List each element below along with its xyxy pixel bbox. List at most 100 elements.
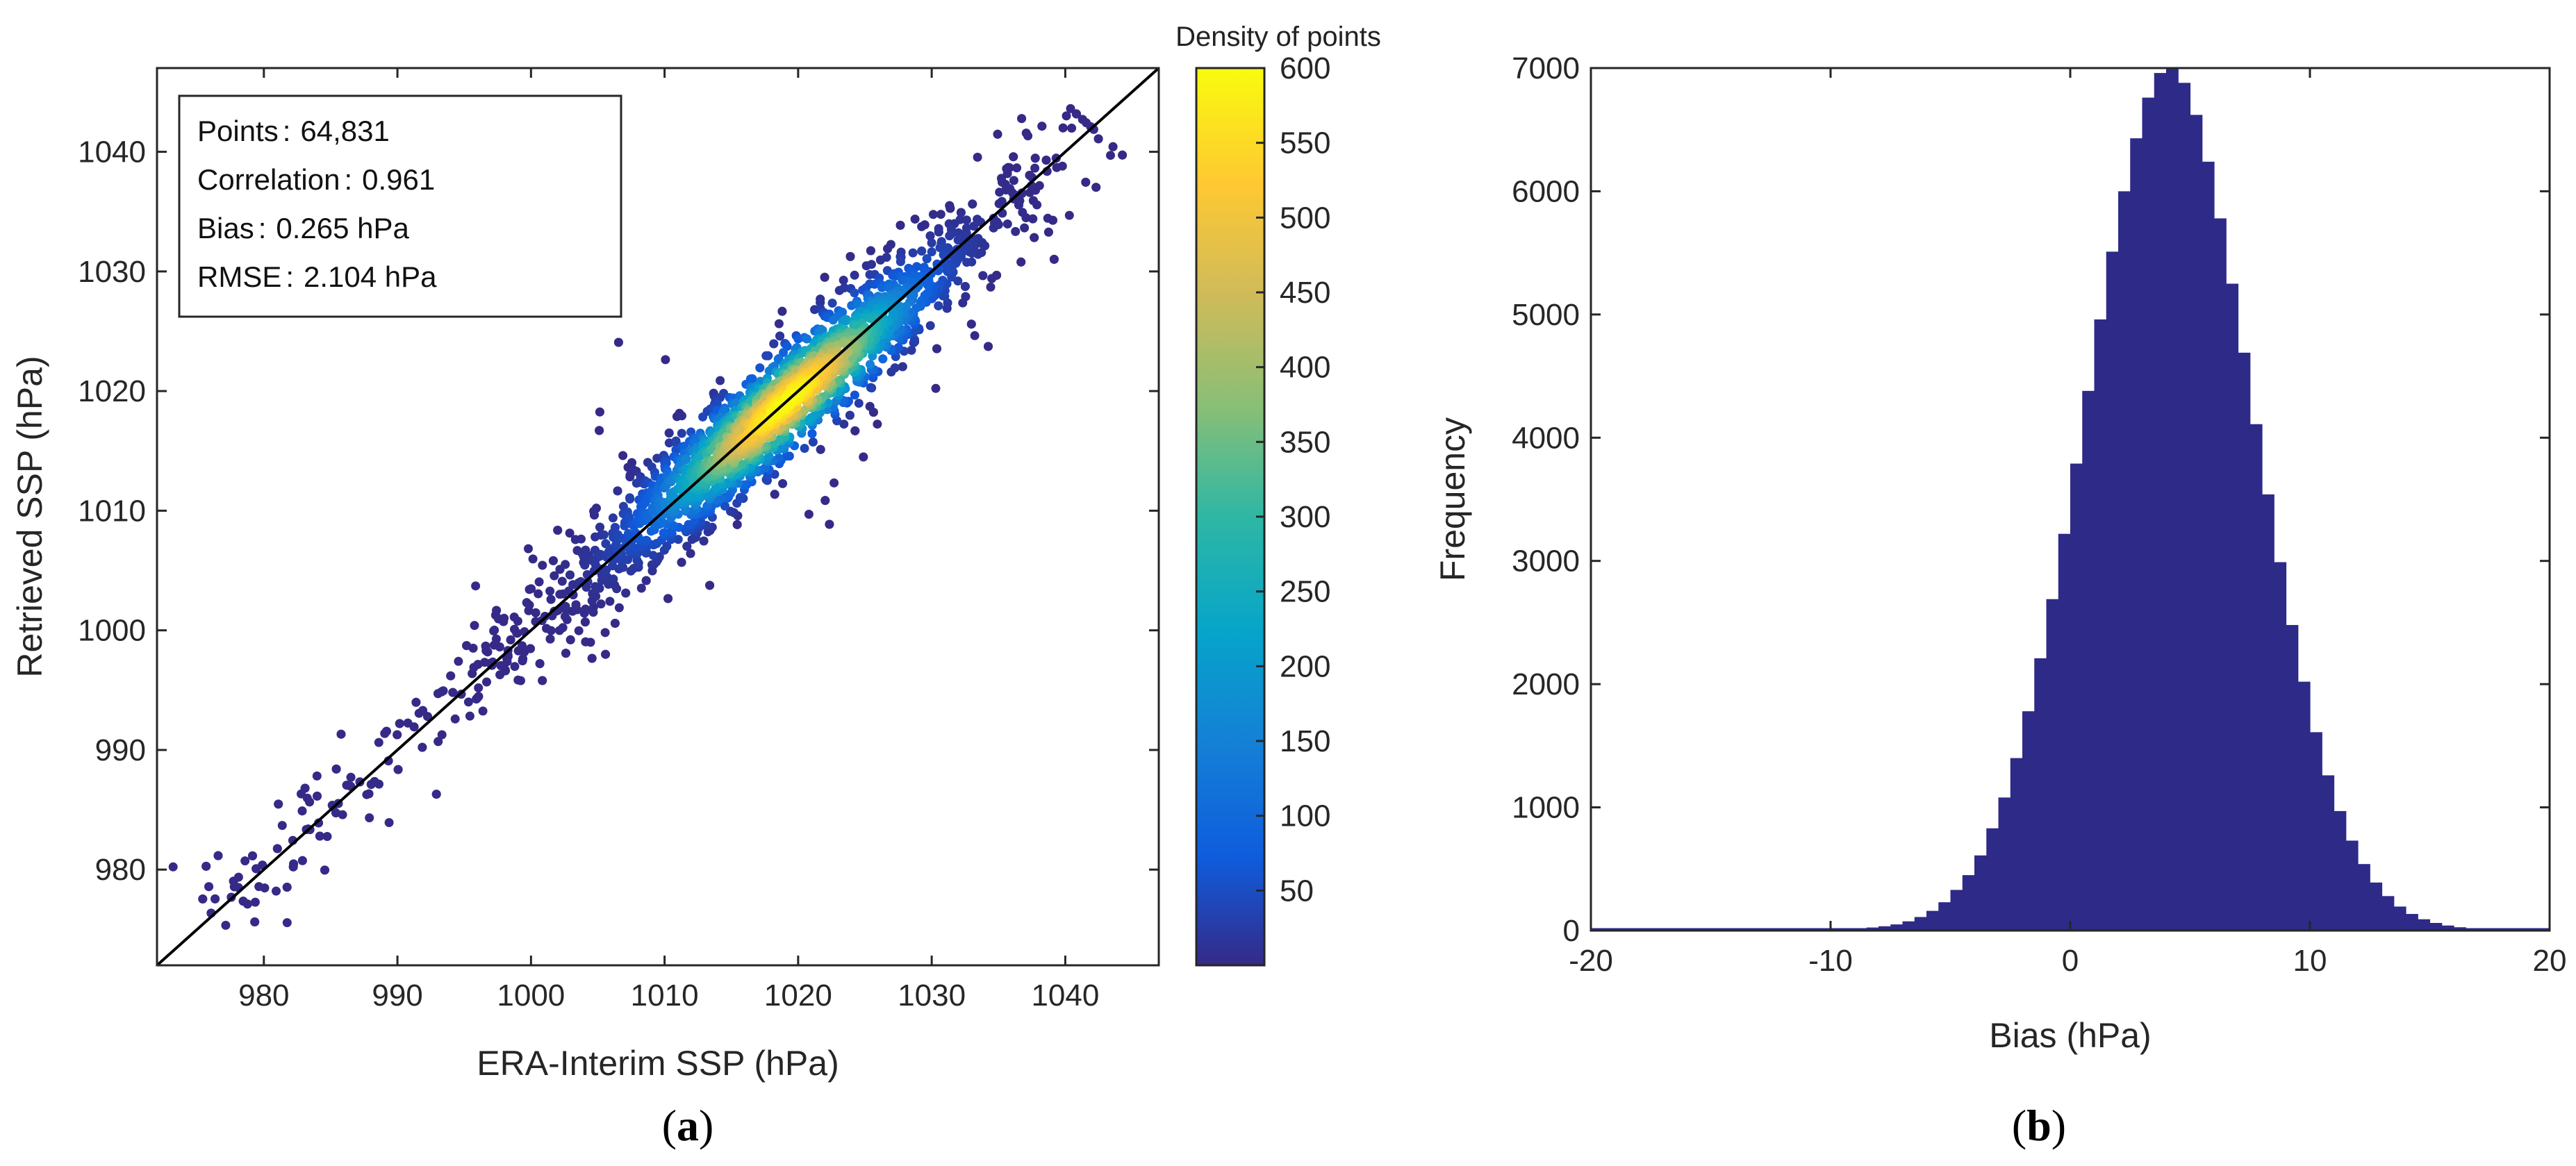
scatter-point: [682, 455, 691, 465]
scatter-y-tick-label: 1020: [78, 374, 146, 408]
colorbar-tick-label: 250: [1280, 575, 1330, 609]
scatter-point: [927, 247, 936, 257]
scatter-point: [561, 601, 570, 611]
scatter-point: [662, 542, 672, 551]
scatter-point: [890, 363, 900, 373]
scatter-point: [558, 623, 568, 633]
scatter-point: [820, 272, 829, 282]
scatter-point: [661, 355, 670, 365]
scatter-point: [968, 199, 977, 209]
histogram-bar: [2178, 83, 2191, 931]
scatter-point: [454, 656, 463, 666]
scatter-point: [431, 790, 441, 799]
scatter-point: [423, 712, 432, 722]
scatter-point: [322, 832, 332, 841]
scatter-point: [490, 625, 499, 635]
scatter-point: [850, 426, 860, 435]
scatter-point: [778, 478, 788, 488]
scatter-point: [978, 271, 988, 281]
scatter-point: [829, 478, 839, 488]
scatter-point: [315, 831, 324, 841]
scatter-point: [526, 644, 535, 653]
scatter-point: [984, 342, 993, 351]
scatter-point: [816, 444, 825, 454]
histogram-bar: [1890, 924, 1904, 931]
scatter-point: [910, 335, 919, 344]
scatter-point: [588, 589, 597, 599]
scatter-point: [1066, 103, 1075, 113]
scatter-point: [470, 621, 479, 631]
scatter-point: [764, 366, 774, 376]
histogram-y-tick-label: 6000: [1512, 174, 1580, 208]
stat-correlation: Correlation:0.961: [197, 163, 435, 196]
histogram-bar: [2238, 352, 2251, 931]
scatter-point: [820, 496, 830, 506]
scatter-point: [1030, 163, 1040, 173]
colorbar-tick-label: 550: [1280, 126, 1330, 160]
scatter-point: [474, 683, 484, 692]
histogram-bar: [2345, 840, 2359, 931]
scatter-point: [908, 248, 918, 258]
scatter-y-tick-label: 1040: [78, 135, 146, 169]
scatter-point: [641, 497, 650, 507]
scatter-point: [312, 771, 322, 781]
scatter-point: [581, 637, 591, 647]
scatter-point: [233, 872, 243, 882]
scatter-point: [614, 603, 624, 613]
scatter-point: [538, 676, 547, 685]
scatter-point: [945, 231, 955, 241]
scatter-point: [769, 439, 779, 449]
scatter-point: [565, 570, 575, 580]
histogram-y-tick-label: 2000: [1512, 667, 1580, 701]
scatter-point: [320, 865, 329, 875]
scatter-point: [506, 635, 515, 644]
scatter-point: [565, 635, 575, 644]
scatter-point: [917, 222, 927, 231]
scatter-point: [1052, 163, 1062, 172]
scatter-y-axis-label: Retrieved SSP (hPa): [10, 356, 49, 677]
scatter-point: [601, 649, 611, 659]
scatter-point: [852, 321, 861, 331]
scatter-point: [917, 247, 927, 256]
scatter-point: [732, 519, 742, 529]
scatter-point: [828, 315, 838, 325]
scatter-point: [825, 519, 834, 529]
histogram-bar: [2022, 711, 2035, 931]
scatter-point: [956, 208, 966, 217]
scatter-point: [625, 494, 635, 504]
scatter-point: [946, 203, 955, 213]
colorbar-tick-label: 600: [1280, 51, 1330, 85]
scatter-point: [1043, 227, 1053, 237]
scatter-point: [314, 818, 324, 828]
scatter-point: [300, 783, 310, 793]
scatter-point: [748, 374, 757, 383]
histogram-bar: [2070, 463, 2083, 931]
scatter-point: [608, 513, 618, 523]
histogram-bar: [2297, 681, 2311, 931]
scatter-point: [898, 362, 907, 372]
scatter-y-tick-label: 990: [95, 733, 146, 767]
stats-box: Points:64,831 Correlation:0.961 Bias:0.2…: [178, 94, 622, 318]
scatter-point: [561, 560, 570, 569]
scatter-point: [565, 528, 575, 538]
colorbar-tick-label: 400: [1280, 351, 1330, 385]
scatter-point: [663, 594, 673, 603]
scatter-point: [673, 535, 683, 544]
scatter-point: [557, 576, 567, 586]
scatter-point: [331, 764, 341, 774]
scatter-point: [677, 411, 686, 421]
histogram-y-axis-label: Frequency: [1433, 417, 1472, 581]
scatter-point: [411, 697, 421, 707]
histogram-bar: [2286, 624, 2299, 931]
scatter-point: [297, 856, 307, 865]
scatter-point: [393, 765, 403, 774]
histogram-y-ticks: 0 1000 2000 3000 4000 5000 6000 7000: [1512, 51, 2550, 948]
stats-box-frame: [178, 94, 622, 318]
scatter-point: [932, 344, 941, 353]
scatter-point: [568, 590, 578, 600]
colorbar-tick-label: 100: [1280, 799, 1330, 833]
scatter-point: [437, 730, 447, 740]
histogram-bar: [2202, 161, 2215, 931]
scatter-y-tick-label: 980: [95, 853, 146, 887]
